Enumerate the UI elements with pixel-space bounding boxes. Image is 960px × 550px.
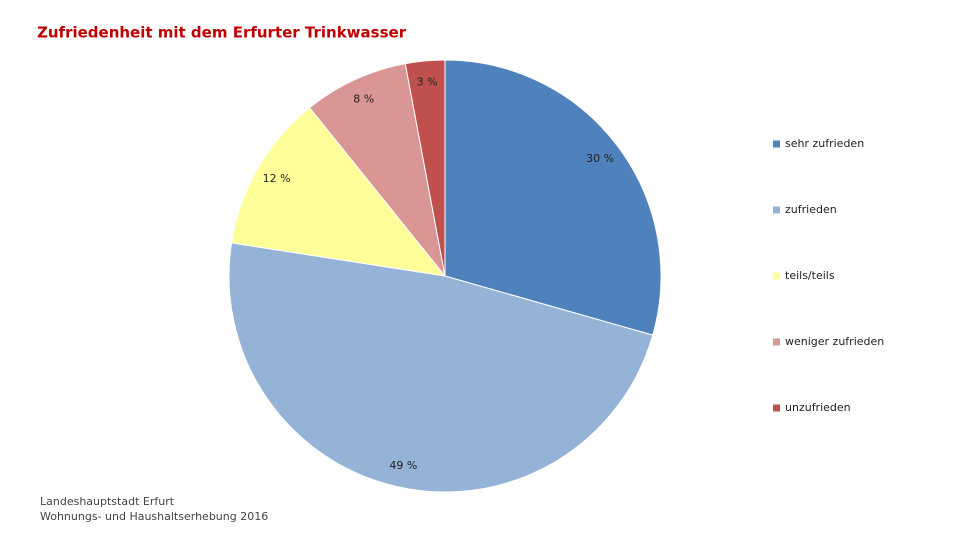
data-label: 3 %	[417, 75, 438, 88]
chart-title: Zufriedenheit mit dem Erfurter Trinkwass…	[37, 24, 407, 42]
data-label: 49 %	[389, 459, 417, 472]
source-line: Wohnungs- und Haushaltserhebung 2016	[40, 510, 268, 523]
legend-label: unzufrieden	[785, 401, 851, 414]
pie-slice	[228, 242, 654, 493]
legend-swatch	[773, 206, 780, 214]
pie-slice	[404, 59, 446, 277]
legend-label: sehr zufrieden	[785, 137, 864, 150]
legend-label: weniger zufrieden	[785, 335, 884, 348]
pie-slice	[444, 59, 662, 336]
legend-label: teils/teils	[785, 269, 835, 282]
pie-slice	[230, 107, 447, 277]
legend-swatch	[773, 404, 780, 412]
legend-swatch	[773, 272, 780, 280]
source-line: Landeshauptstadt Erfurt	[40, 495, 175, 508]
legend-swatch	[773, 338, 780, 346]
data-label: 12 %	[263, 172, 291, 185]
pie-slice	[308, 63, 446, 277]
legend-label: zufrieden	[785, 203, 837, 216]
data-label: 8 %	[353, 92, 374, 105]
data-label: 30 %	[586, 152, 614, 165]
legend-swatch	[773, 140, 780, 148]
